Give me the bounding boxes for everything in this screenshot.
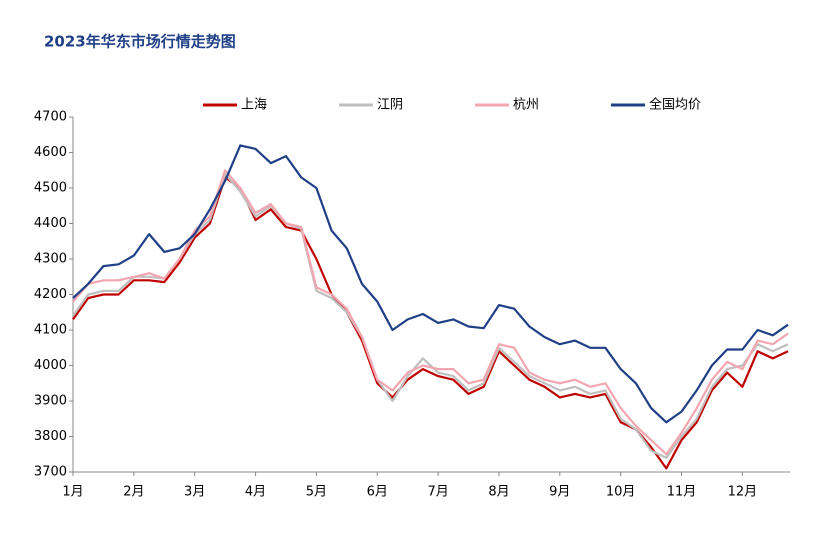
x-tick-label: 12月: [728, 485, 758, 500]
x-tick-label: 1月: [62, 485, 83, 500]
x-tick-label: 9月: [549, 485, 570, 500]
series-line: [72, 172, 789, 459]
x-tick-label: 11月: [667, 485, 697, 500]
x-tick-label: 10月: [606, 485, 636, 500]
y-tick-label: 4000: [34, 358, 67, 373]
x-tick-label: 4月: [245, 485, 266, 500]
y-tick-label: 4200: [34, 287, 67, 302]
x-tick-label: 3月: [184, 485, 205, 500]
legend-label: 杭州: [513, 98, 539, 113]
x-tick-label: 5月: [306, 485, 327, 500]
chart-title: 2023年华东市场行情走势图: [44, 33, 236, 51]
y-tick-label: 3700: [34, 465, 67, 480]
y-tick-label: 4300: [34, 252, 67, 267]
legend-label: 江阴: [377, 98, 403, 113]
y-tick-label: 3900: [34, 394, 67, 409]
y-tick-label: 4400: [34, 216, 67, 231]
y-tick-label: 4600: [34, 145, 67, 160]
legend-label: 上海: [241, 98, 267, 113]
x-tick-label: 2月: [123, 485, 144, 500]
y-tick-label: 4500: [34, 181, 67, 196]
x-tick-label: 8月: [488, 485, 509, 500]
y-tick-label: 4700: [34, 110, 67, 125]
series-line: [72, 176, 789, 470]
legend-label: 全国均价: [649, 97, 701, 113]
y-tick-label: 3800: [34, 429, 67, 444]
x-tick-label: 7月: [427, 485, 448, 500]
x-tick-label: 6月: [367, 485, 388, 500]
series-line: [72, 144, 789, 424]
y-tick-label: 4100: [34, 323, 67, 338]
